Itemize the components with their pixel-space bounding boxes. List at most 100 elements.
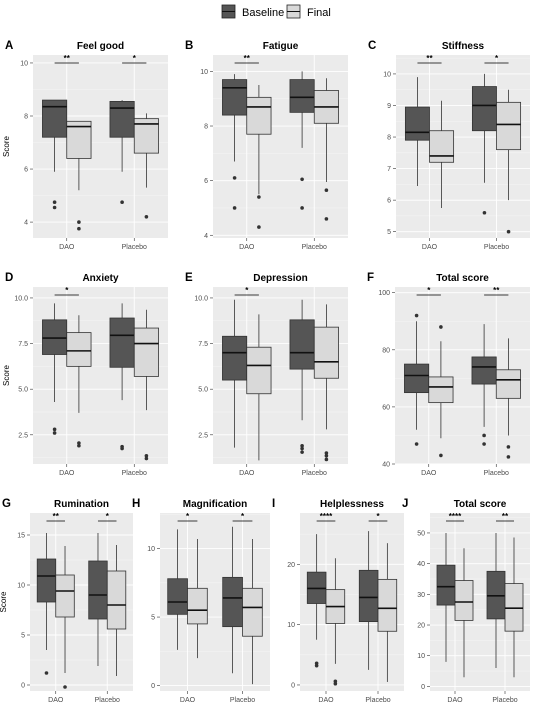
x-tick-label: DAO bbox=[318, 697, 334, 704]
outlier-point bbox=[52, 205, 57, 210]
x-tick-label: DAO bbox=[239, 470, 255, 477]
box-iqr bbox=[36, 558, 57, 603]
x-tick-label: DAO bbox=[422, 244, 438, 251]
significance-label: * bbox=[65, 286, 69, 295]
box-final-dao bbox=[66, 315, 92, 448]
box-iqr bbox=[454, 580, 474, 621]
outlier-point bbox=[232, 176, 237, 180]
x-tick-label: Placebo bbox=[122, 470, 147, 477]
box-iqr bbox=[246, 346, 272, 395]
outlier-point bbox=[44, 671, 49, 675]
outlier-point bbox=[52, 431, 57, 435]
y-tick-label: 9 bbox=[387, 103, 391, 110]
box-iqr bbox=[429, 130, 455, 163]
box-iqr bbox=[167, 578, 188, 615]
box-iqr bbox=[377, 578, 398, 632]
box-iqr bbox=[187, 587, 208, 625]
box-baseline-dao bbox=[306, 534, 327, 668]
box-baseline-placebo bbox=[109, 303, 135, 451]
y-tick-label: 5 bbox=[387, 229, 391, 236]
y-tick-label: 20 bbox=[287, 562, 295, 569]
outlier-point bbox=[324, 188, 329, 193]
panel-letter: J bbox=[402, 498, 408, 510]
box-iqr bbox=[109, 101, 135, 138]
legend-label: Baseline bbox=[242, 7, 284, 19]
box-final-dao bbox=[246, 85, 272, 229]
y-tick-label: 8 bbox=[387, 135, 391, 142]
y-tick-label: 5.0 bbox=[198, 387, 208, 394]
box-final-placebo bbox=[106, 545, 127, 676]
box-final-placebo bbox=[495, 338, 521, 459]
panel-h: 0 5 10 DAO Placebo * * H Magnification bbox=[132, 498, 270, 704]
y-tick-label: 5 bbox=[151, 615, 155, 622]
outlier-point bbox=[482, 442, 486, 446]
outlier-point bbox=[324, 453, 329, 458]
y-tick-label: 10.0 bbox=[14, 295, 28, 302]
outlier-point bbox=[482, 210, 487, 215]
x-tick-label: DAO bbox=[180, 697, 196, 704]
significance-label: * bbox=[106, 512, 110, 521]
outlier-point bbox=[324, 217, 329, 221]
outlier-point bbox=[506, 229, 511, 234]
outlier-point bbox=[414, 442, 419, 446]
box-iqr bbox=[358, 569, 379, 623]
legend: Baseline Final bbox=[221, 4, 331, 19]
box-iqr bbox=[133, 327, 159, 377]
y-tick-label: 2.5 bbox=[198, 432, 208, 439]
x-tick-label: DAO bbox=[447, 697, 463, 704]
box-iqr bbox=[246, 96, 272, 135]
outlier-point bbox=[77, 220, 81, 224]
outlier-point bbox=[324, 451, 329, 455]
panel-title: Depression bbox=[253, 273, 307, 284]
significance-label: * bbox=[241, 512, 245, 521]
y-tick-label: 5 bbox=[21, 633, 25, 640]
significance-label: ** bbox=[493, 286, 500, 295]
y-tick-label: 80 bbox=[382, 347, 390, 354]
box-iqr bbox=[106, 570, 127, 630]
box-iqr bbox=[88, 560, 108, 620]
outlier-point bbox=[52, 200, 57, 204]
y-tick-label: 7 bbox=[387, 166, 391, 173]
y-tick-label: 10 bbox=[17, 583, 25, 590]
box-baseline-dao bbox=[404, 77, 430, 186]
outlier-point bbox=[300, 450, 304, 454]
y-tick-label: 4 bbox=[24, 220, 28, 227]
box-baseline-dao bbox=[222, 299, 248, 448]
panel-title: Stiffness bbox=[442, 41, 485, 52]
x-tick-label: Placebo bbox=[230, 697, 255, 704]
y-tick-label: 4 bbox=[204, 233, 208, 240]
box-baseline-dao bbox=[42, 303, 68, 435]
significance-label: ** bbox=[426, 54, 433, 63]
box-iqr bbox=[222, 335, 248, 381]
panel-title: Feel good bbox=[77, 41, 124, 52]
box-final-dao bbox=[325, 558, 346, 686]
box-iqr bbox=[42, 99, 68, 138]
outlier-point bbox=[439, 325, 443, 329]
x-tick-label: DAO bbox=[239, 244, 255, 251]
outlier-point bbox=[314, 663, 319, 668]
outlier-point bbox=[257, 195, 261, 199]
box-baseline-placebo bbox=[358, 531, 379, 670]
box-final-placebo bbox=[496, 89, 522, 234]
significance-label: * bbox=[186, 512, 190, 521]
outlier-point bbox=[77, 226, 81, 231]
outlier-point bbox=[144, 453, 149, 458]
box-baseline-placebo bbox=[289, 299, 315, 454]
x-tick-label: DAO bbox=[59, 470, 75, 477]
panel-d: 2.5 5.0 7.5 10.0 DAO Placebo * D Anxiety Score bbox=[2, 272, 168, 477]
panel-letter: G bbox=[2, 498, 11, 510]
x-tick-label: Placebo bbox=[365, 697, 390, 704]
box-iqr bbox=[436, 564, 456, 606]
box-iqr bbox=[66, 332, 92, 367]
panel-title: Anxiety bbox=[82, 273, 119, 284]
y-tick-label: 30 bbox=[417, 592, 425, 599]
panel-letter: I bbox=[272, 498, 275, 510]
outlier-point bbox=[300, 206, 304, 210]
panel-e: 2.5 5.0 7.5 10.0 DAO Placebo * E Depression bbox=[185, 272, 348, 477]
box-final-placebo bbox=[313, 78, 339, 221]
outlier-point bbox=[333, 681, 338, 686]
y-axis-label: Score bbox=[2, 136, 11, 157]
